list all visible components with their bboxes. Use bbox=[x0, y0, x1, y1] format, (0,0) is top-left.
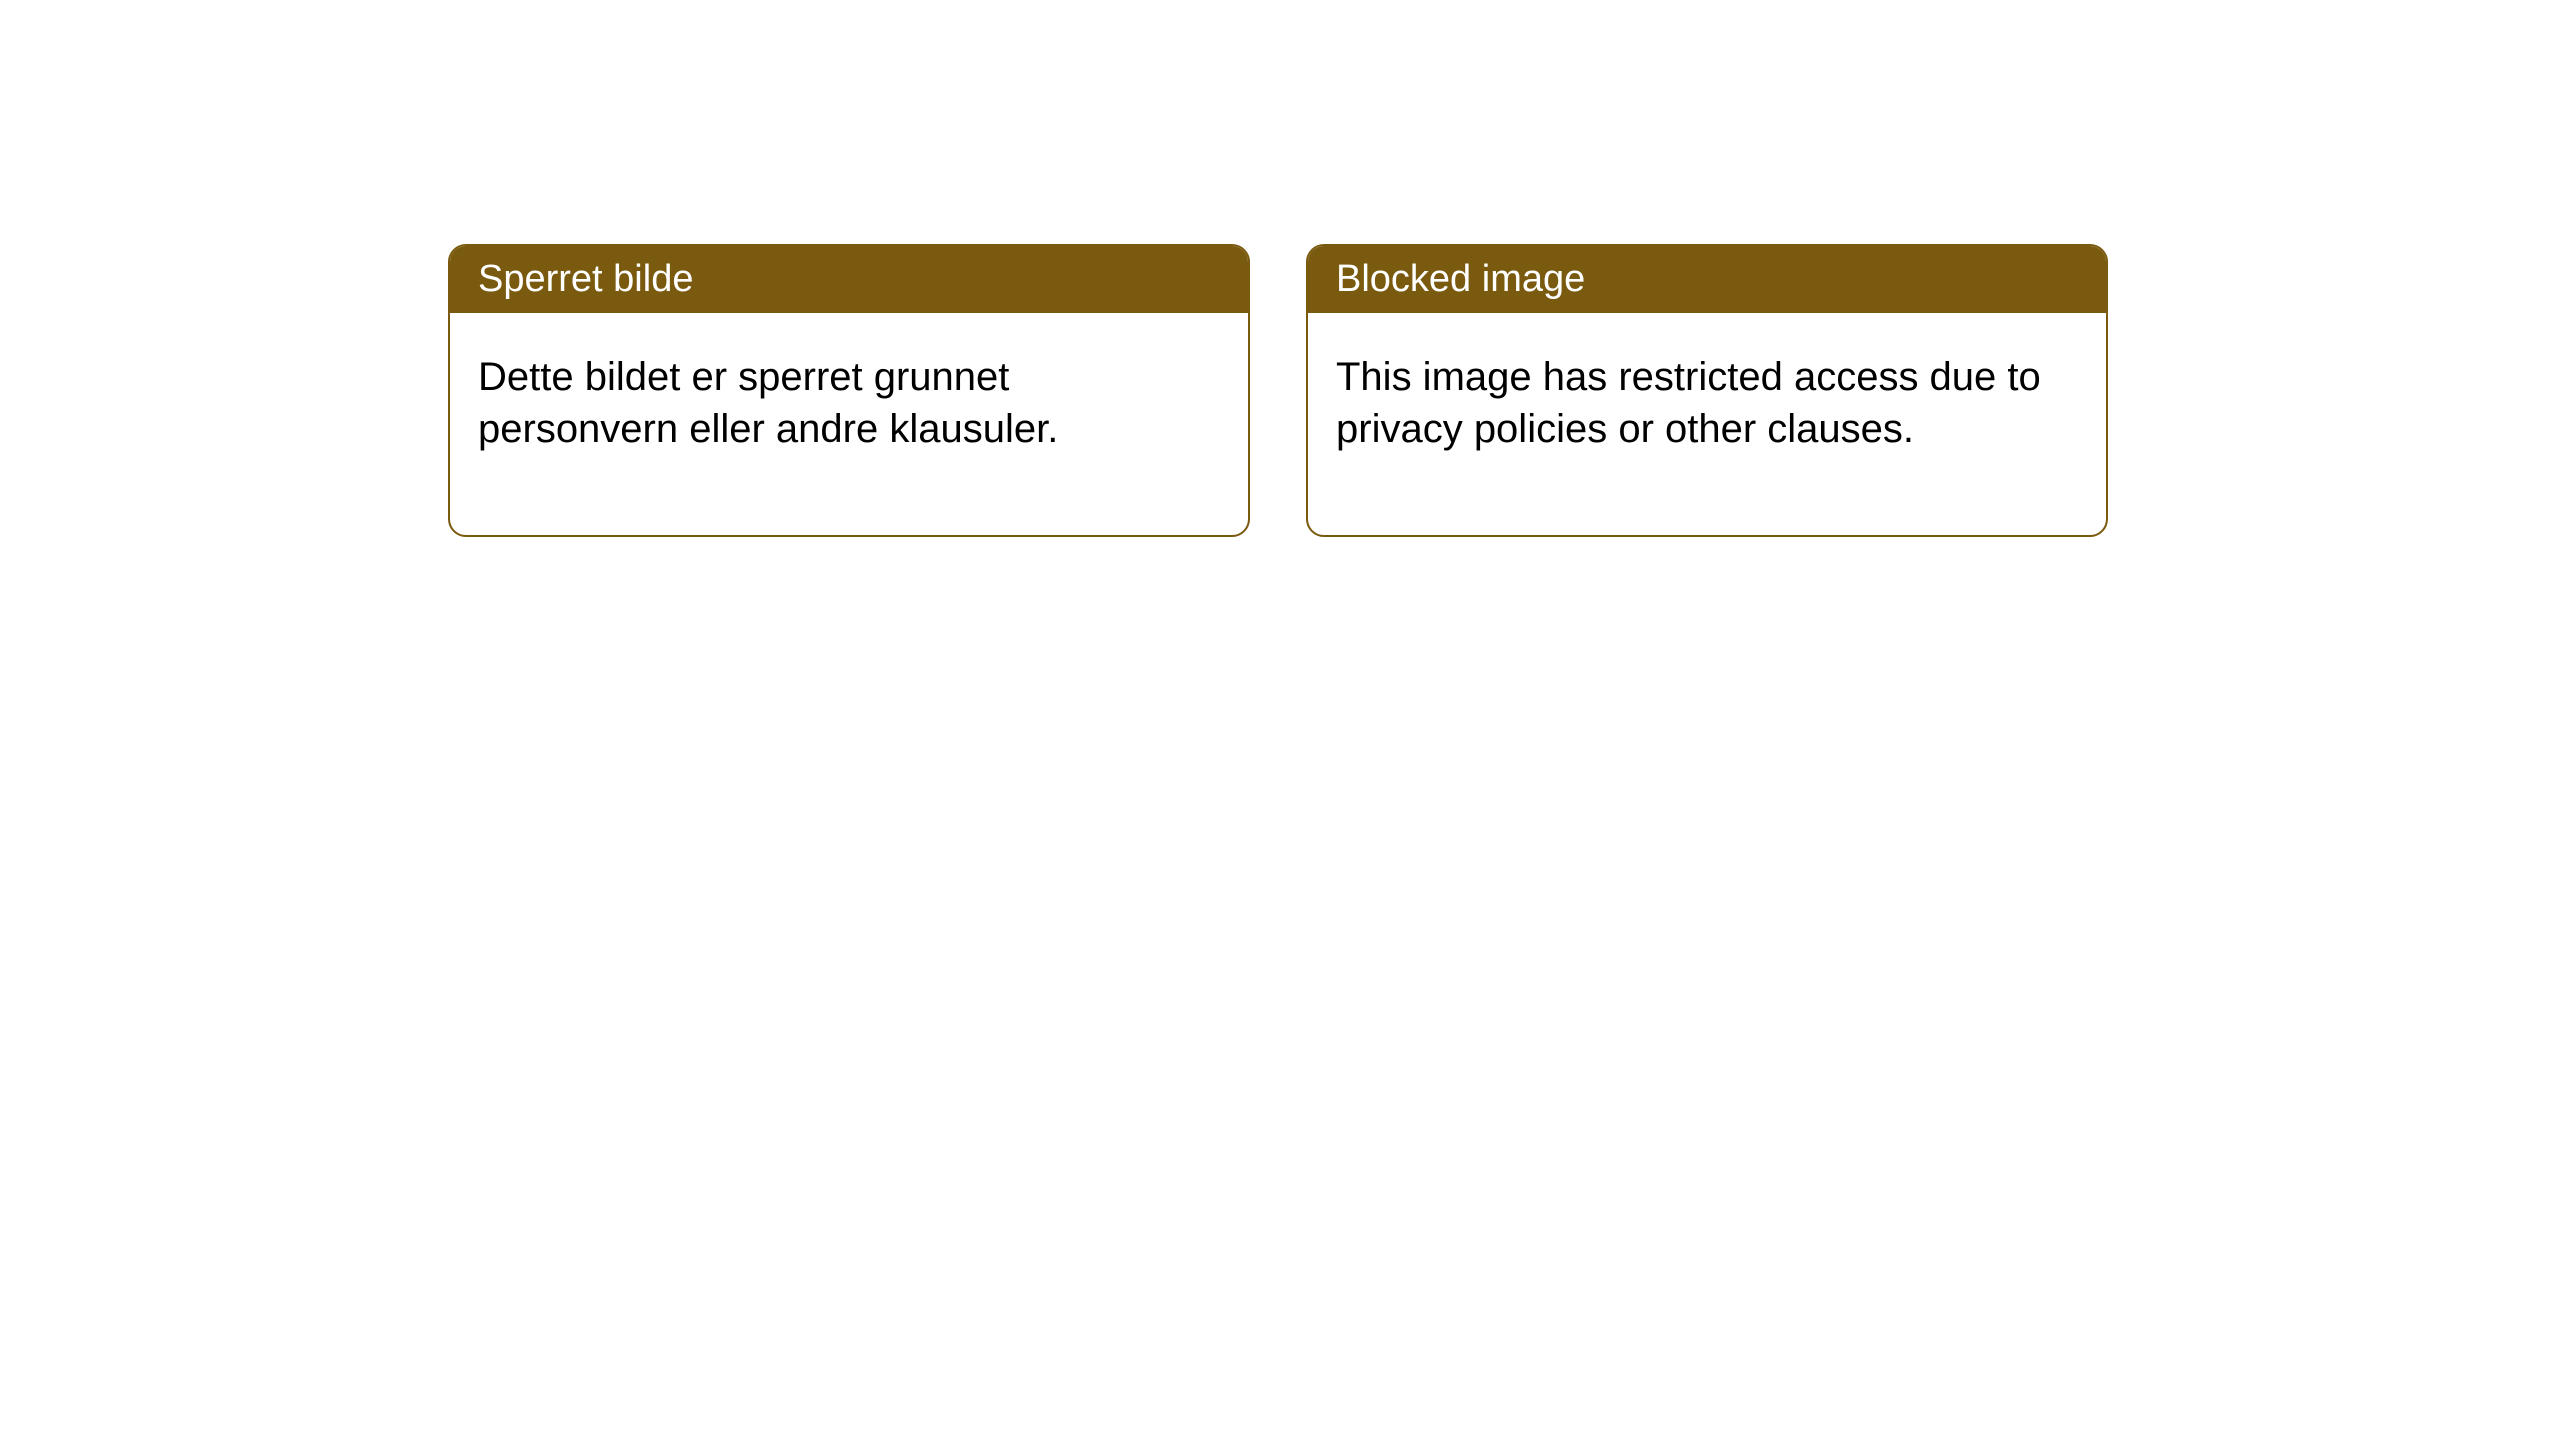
card-header: Blocked image bbox=[1308, 246, 2106, 313]
card-body: Dette bildet er sperret grunnet personve… bbox=[450, 313, 1248, 535]
card-body-text: This image has restricted access due to … bbox=[1336, 355, 2041, 451]
notice-card-norwegian: Sperret bilde Dette bildet er sperret gr… bbox=[448, 244, 1250, 537]
notice-cards-container: Sperret bilde Dette bildet er sperret gr… bbox=[0, 0, 2560, 537]
notice-card-english: Blocked image This image has restricted … bbox=[1306, 244, 2108, 537]
card-body: This image has restricted access due to … bbox=[1308, 313, 2106, 535]
card-header-text: Sperret bilde bbox=[478, 258, 693, 300]
card-header-text: Blocked image bbox=[1336, 258, 1585, 300]
card-header: Sperret bilde bbox=[450, 246, 1248, 313]
card-body-text: Dette bildet er sperret grunnet personve… bbox=[478, 355, 1058, 451]
